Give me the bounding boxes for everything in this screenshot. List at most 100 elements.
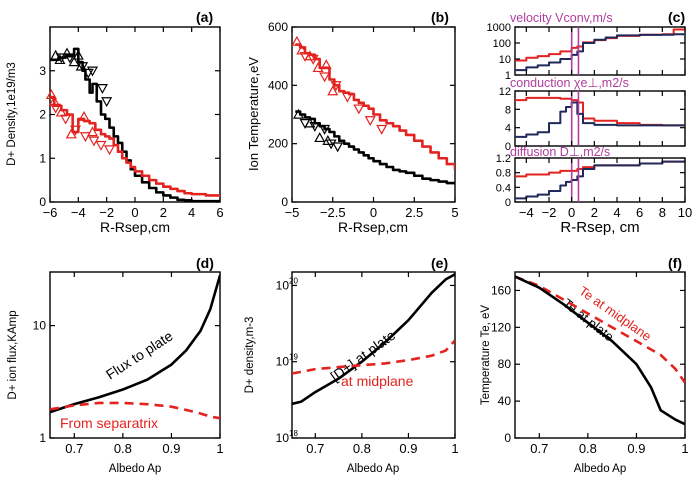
panel-c0-ytick-label: 1000: [487, 22, 511, 34]
panel-a-xtick-label: 2: [160, 205, 167, 220]
panel-a-ytick-label: 2: [39, 108, 46, 122]
panel-c0-series-1: [515, 33, 685, 72]
panel-b-marker-0-3: [312, 62, 324, 73]
panel-a-xtick-label: 0: [131, 205, 138, 220]
panel-a-xtick-label: 4: [188, 205, 195, 220]
panel-c2-xtick-label: 8: [659, 205, 666, 220]
panel-c2-xtick-label: 2: [591, 205, 598, 220]
panel-b-marker-1-2: [319, 72, 331, 83]
panel-d-xtick-label: 0.9: [162, 441, 180, 456]
panel-b-label: (b): [431, 9, 449, 25]
panel-b-xtick-label: −2.5: [320, 205, 346, 220]
panel-a-marker-1-3: [82, 68, 94, 79]
panel-b-ytick-label: 0: [281, 195, 288, 209]
panel-a-marker-3-2: [69, 125, 82, 136]
panel-b-marker-1-7: [376, 124, 388, 135]
panel-a-marker-0-5: [75, 60, 87, 71]
panel-c0-ytick-label: 10: [499, 54, 511, 66]
panel-b-marker-3-0: [299, 119, 311, 129]
panel-a-marker-2-4: [78, 110, 90, 121]
series-label-from-separatrix: From separatrix: [60, 415, 158, 431]
panel-d-xtick-label: 0.8: [114, 441, 132, 456]
panel-b-ylabel: Ion Temperature,eV: [246, 57, 261, 171]
panel-f-ytick-label: 0: [504, 431, 511, 445]
panel-c0-ytick-label: 100: [493, 38, 511, 50]
panel-c2-ytick-label: 0: [505, 197, 511, 209]
panel-a-ytick-label: 3: [39, 64, 46, 78]
panel-c2-ytick-label: 0.8: [496, 168, 511, 180]
panel-a-marker-1-1: [64, 53, 76, 64]
panel-f-ytick-label: 160: [491, 283, 511, 297]
panel-a-ytick-label: 0: [39, 195, 46, 209]
panel-a-marker-1-4: [86, 66, 99, 77]
panel-e-frame: [291, 271, 456, 439]
panel-a-marker-3-5: [95, 140, 107, 151]
panel-e-ylabel: D+ density,m-3: [244, 317, 256, 394]
panel-b-marker-0-5: [327, 85, 339, 96]
panel-b-series-0: [295, 43, 455, 170]
panel-b-series-1: [295, 110, 455, 185]
panel-c2-xtick-label: 0: [568, 205, 575, 220]
panel-c1-ytick-label: 12: [499, 86, 511, 98]
panel-c1-title: velocity Vconv,m/s: [510, 11, 613, 25]
panel-c2-title: conduction χe⊥,m2/s: [510, 76, 629, 90]
panel-a-xtick-label: −2: [99, 205, 114, 220]
panel-a-marker-3-6: [103, 145, 116, 156]
panel-c1-series-0: [515, 96, 685, 127]
panel-c-frames: [514, 26, 686, 203]
panel-e-series-1: [292, 339, 455, 375]
panel-e-ytick-exponent: 19: [289, 353, 298, 362]
panel-f-ylabel: Temperature Te, eV: [480, 305, 492, 405]
panel-c2-xtick-label: 4: [613, 205, 620, 220]
panel-f-frame: [514, 271, 686, 439]
panel-c2-xtick-label: 6: [636, 205, 643, 220]
panel-e-xtick-label: 1: [451, 441, 458, 456]
panel-a-marker-1-6: [101, 97, 113, 108]
panel-b-marker-0-4: [320, 59, 332, 70]
panel-b-marker-2-0: [293, 108, 305, 119]
panel-d-frame: [49, 271, 221, 439]
panel-c2-frame: [514, 90, 686, 147]
panel-d-ylabel: D+ ion flux,KAmp: [7, 310, 19, 399]
panel-a-series-0: [50, 47, 220, 202]
panel-e-series-0: [292, 273, 455, 406]
panel-b-xtick-label: 0: [370, 205, 377, 220]
panel-c3-title: diffusion D⊥,m2/s: [510, 145, 610, 159]
panel-d-ytick-label: 1: [39, 431, 46, 445]
panel-c1-ytick-label: 4: [505, 123, 511, 135]
panel-b-xlabel: R-Rsep,cm: [338, 219, 408, 235]
panel-c1-ytick-label: 8: [505, 104, 511, 116]
panel-a-marker-0-4: [72, 49, 84, 60]
panel-e-xtick-label: 0.9: [399, 441, 417, 456]
panel-f-ytick-label: 80: [498, 357, 512, 371]
panel-e-ytick-exponent: 18: [289, 429, 298, 438]
panel-c2-xtick-label: −2: [542, 205, 557, 220]
panel-a-marker-2-5: [86, 126, 99, 137]
panel-b-marker-1-1: [307, 54, 319, 65]
panel-a-marker-3-3: [79, 132, 91, 143]
panel-e-ytick-label: 10: [276, 278, 290, 292]
panel-e-xtick-label: 0.7: [306, 441, 324, 456]
panel-f-xlabel: Albedo Ap: [574, 463, 626, 475]
panel-a-series-1: [50, 95, 220, 197]
panel-f-xtick-label: 0.8: [579, 441, 597, 456]
panel-b-ytick-label: 400: [268, 78, 288, 92]
panel-c3-frame: [514, 157, 686, 203]
panel-e-xlabel: Albedo Ap: [347, 463, 399, 475]
panel-e-ytick-label: 10: [276, 431, 290, 445]
panel-d-xlabel: Albedo Ap: [109, 463, 161, 475]
panel-f-series-1: [515, 275, 685, 426]
panel-c2-xtick-label: 10: [678, 205, 692, 220]
panel-a-marker-2-3: [65, 128, 77, 139]
panel-a-marker-1-0: [55, 53, 67, 64]
panel-a-xtick-label: 6: [216, 205, 223, 220]
panel-a-xlabel: R-Rsep,cm: [100, 219, 170, 235]
panel-d-ytick-label: 10: [33, 319, 47, 333]
panel-d-xtick-label: 0.7: [65, 441, 83, 456]
panel-c-label: (c): [668, 9, 685, 25]
panel-f-ytick-label: 120: [491, 320, 511, 334]
panel-a-marker-2-1: [48, 95, 60, 106]
panel-a-xtick-label: −6: [43, 205, 58, 220]
panel-c2-ytick-label: 0.4: [496, 182, 511, 194]
